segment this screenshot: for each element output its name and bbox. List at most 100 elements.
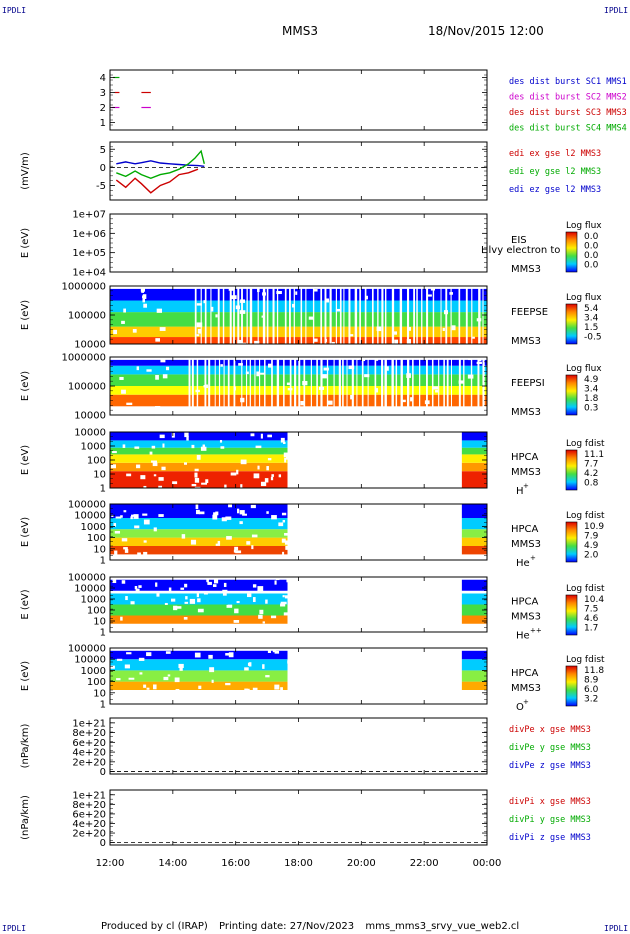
spectrogram-gap xyxy=(137,552,141,556)
colorbar-tick-label: 7.5 xyxy=(584,605,598,615)
data-gap-stripe xyxy=(477,357,480,415)
spectrogram-gap xyxy=(140,287,145,292)
y-tick-label: 1 xyxy=(100,118,106,129)
spectrogram-gap xyxy=(213,410,219,416)
spectrogram-gap xyxy=(281,512,287,516)
series-line xyxy=(116,160,205,167)
spectrogram-gap xyxy=(221,414,224,417)
panel-feepsi xyxy=(109,356,578,417)
data-gap-stripe xyxy=(289,286,291,344)
spectrogram-gap xyxy=(190,539,197,545)
spectrogram-gap xyxy=(194,472,198,478)
spectrogram-gap xyxy=(237,339,243,344)
spectrogram-gap xyxy=(260,372,265,375)
spectrogram-gap xyxy=(143,303,148,308)
legend-entry: des dist burst SC3 MMS3 xyxy=(509,108,627,118)
spectrogram-gap xyxy=(282,441,286,444)
y-tick-label: 1 xyxy=(100,484,106,495)
spectrogram-gap xyxy=(349,334,354,337)
spectrogram-gap xyxy=(432,386,439,390)
spectrogram-band xyxy=(461,650,487,660)
spectrogram-gap xyxy=(280,603,286,607)
spectrogram-gap xyxy=(205,479,209,484)
time-tick-label: 00:00 xyxy=(473,858,502,869)
spectrogram-gap xyxy=(197,598,201,603)
y-tick-label: 100000 xyxy=(68,311,106,322)
spectrogram-gap xyxy=(133,514,139,519)
spectrogram-gap xyxy=(121,538,128,542)
spectrogram-gap xyxy=(233,620,240,623)
spectrogram-gap xyxy=(121,320,125,324)
data-gap-stripe xyxy=(229,286,232,344)
spectrogram-band xyxy=(461,593,487,605)
panel-overlay-text: Hlvy electron to xyxy=(481,245,560,256)
spectrogram-gap xyxy=(141,289,144,293)
colorbar-tick-label: 7.9 xyxy=(584,532,599,542)
spectrogram-gap xyxy=(143,556,149,560)
y-tick-label: 1000 xyxy=(81,522,106,533)
footer-produced-by: Produced by cl (IRAP) xyxy=(101,921,208,932)
spectrogram-gap xyxy=(203,591,208,595)
data-gap-stripe xyxy=(241,357,243,415)
data-gap-stripe xyxy=(246,286,248,344)
y-axis-label: (nPa/km) xyxy=(20,724,31,769)
spectrogram-band xyxy=(461,440,487,448)
colorbar xyxy=(565,303,578,345)
colorbar-tick-label: 1.7 xyxy=(584,624,598,634)
data-gap-stripe xyxy=(356,357,358,415)
spectrogram-gap xyxy=(146,687,150,690)
spectrogram-gap xyxy=(287,660,291,664)
data-gap-stripe xyxy=(289,357,292,415)
spectrogram-gap xyxy=(247,662,251,666)
y-tick-label: 2e+20 xyxy=(72,757,106,768)
data-gap-stripe xyxy=(342,357,344,415)
legend-entry: divPe y gse MMS3 xyxy=(509,743,591,753)
spectrogram-gap xyxy=(151,460,157,463)
data-gap-stripe xyxy=(438,357,440,415)
data-gap-stripe xyxy=(196,357,199,415)
spectrogram-band xyxy=(110,447,288,455)
y-tick-label: 0 xyxy=(100,838,106,849)
spectrogram-gap xyxy=(162,443,165,448)
y-axis-label: E (eV) xyxy=(20,661,31,691)
data-gap-stripe xyxy=(217,286,220,344)
data-gap-stripe xyxy=(371,286,374,344)
spacecraft-label: MMS3 xyxy=(511,264,541,275)
data-gap-stripe xyxy=(276,357,280,415)
colorbar-tick-label: 6.0 xyxy=(584,685,599,695)
spectrogram-gap xyxy=(112,451,117,454)
spectrogram-gap xyxy=(280,437,285,443)
spacecraft-label: MMS3 xyxy=(511,683,541,694)
panel-frame xyxy=(109,213,488,273)
y-axis-label: (mV/m) xyxy=(20,152,31,190)
colorbar-tick-label: 0.0 xyxy=(584,251,599,261)
colorbar-tick-label: 0.3 xyxy=(584,404,598,414)
spectrogram-gap xyxy=(131,514,135,517)
spectrogram-gap xyxy=(240,342,247,347)
spacecraft-label: MMS3 xyxy=(511,539,541,550)
corner-label-top-left: IPDLI xyxy=(2,6,27,15)
data-gap-stripe xyxy=(421,286,423,344)
data-gap-stripe xyxy=(227,357,230,415)
spectrogram-gap xyxy=(146,369,152,372)
data-gap-stripe xyxy=(381,286,384,344)
spectrogram-gap xyxy=(286,578,292,583)
spectrogram-gap xyxy=(247,593,252,598)
spectrogram-gap xyxy=(153,527,157,532)
spectrogram-gap xyxy=(375,357,379,361)
spectrogram-gap xyxy=(239,310,246,314)
spectrogram-gap xyxy=(271,474,274,477)
spectrogram-gap xyxy=(323,367,329,371)
y-tick-label: 0 xyxy=(100,163,106,174)
instrument-label: EIS xyxy=(511,235,527,246)
spectrogram-gap xyxy=(151,445,156,449)
spectrogram-gap xyxy=(218,627,222,632)
spectrogram-gap xyxy=(198,511,205,515)
spectrogram-gap xyxy=(271,410,275,413)
y-tick-label: 100000 xyxy=(68,644,106,655)
time-tick-label: 14:00 xyxy=(158,858,187,869)
spectrogram-gap xyxy=(278,474,282,478)
series-line xyxy=(115,168,199,194)
y-tick-label: 1 xyxy=(100,700,106,711)
spectrogram-gap xyxy=(251,534,258,538)
